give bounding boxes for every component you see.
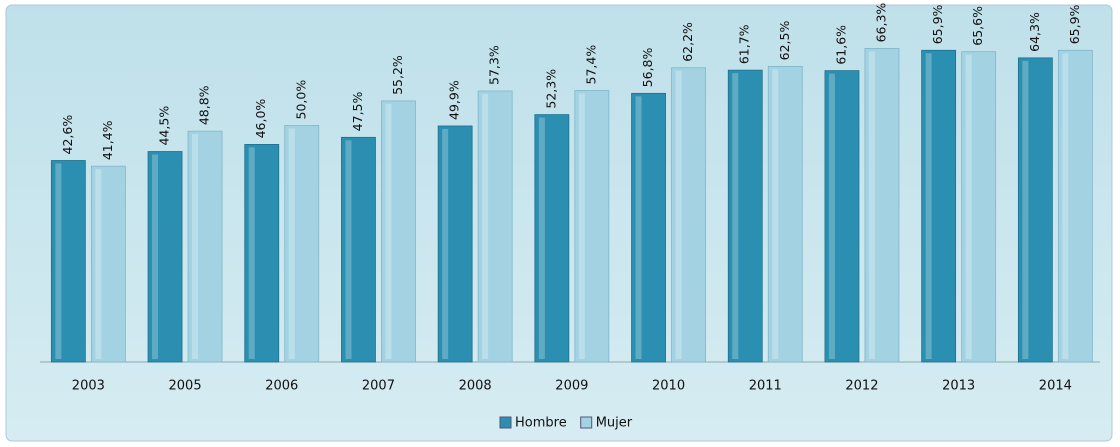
bar xyxy=(824,70,860,363)
bar-highlight xyxy=(578,93,585,360)
bar xyxy=(671,67,706,363)
bar-highlight xyxy=(635,96,642,359)
value-label: 42,6% xyxy=(60,115,75,155)
bar xyxy=(437,125,473,363)
x-tick-label: 2014 xyxy=(1039,379,1072,394)
value-label: 46,0% xyxy=(253,99,268,139)
x-tick-label: 2003 xyxy=(72,379,105,394)
x-tick-label: 2013 xyxy=(942,379,975,394)
x-tick-label: 2012 xyxy=(845,379,878,394)
bar xyxy=(631,92,666,363)
value-label: 61,7% xyxy=(737,24,752,64)
bar-highlight xyxy=(828,73,835,360)
bar-highlight xyxy=(772,69,779,359)
value-label: 52,3% xyxy=(543,69,558,109)
value-label: 56,8% xyxy=(640,48,655,88)
bar-highlight xyxy=(345,140,352,359)
legend-label: Hombre xyxy=(515,416,567,431)
value-label: 47,5% xyxy=(350,91,365,131)
x-tick-label: 2007 xyxy=(362,379,395,394)
value-label: 64,3% xyxy=(1027,12,1042,52)
value-label: 49,9% xyxy=(447,80,462,120)
value-label: 57,4% xyxy=(583,45,598,85)
bar-highlight xyxy=(288,128,295,359)
bar-highlight xyxy=(965,54,972,359)
bar xyxy=(574,90,610,363)
value-label: 62,2% xyxy=(680,22,695,62)
x-tick-label: 2005 xyxy=(169,379,202,394)
x-tick-label: 2009 xyxy=(555,379,588,394)
x-tick-label: 2008 xyxy=(459,379,492,394)
bar-highlight xyxy=(482,93,489,359)
bar xyxy=(1017,57,1053,363)
bar xyxy=(284,125,320,363)
value-label: 61,6% xyxy=(833,25,848,65)
bar-highlight xyxy=(248,147,255,359)
x-tick-label: 2011 xyxy=(749,379,782,394)
legend-label: Mujer xyxy=(596,416,633,431)
bar-highlight xyxy=(675,70,682,359)
bar-highlight xyxy=(385,103,392,360)
bar xyxy=(50,160,86,363)
bar xyxy=(244,144,280,363)
bar-highlight xyxy=(55,163,62,359)
bar-highlight xyxy=(538,117,545,359)
value-label: 65,9% xyxy=(930,4,945,44)
x-tick-label: 2006 xyxy=(265,379,298,394)
legend-swatch xyxy=(499,416,512,429)
legend-swatch xyxy=(580,416,593,429)
bar xyxy=(187,130,223,363)
x-tick-label: 2010 xyxy=(652,379,685,394)
bar-highlight xyxy=(868,51,875,359)
bar-highlight xyxy=(1062,53,1069,359)
bar-highlight xyxy=(1022,60,1029,360)
bar xyxy=(864,48,900,363)
bar-highlight xyxy=(442,128,449,359)
value-label: 44,5% xyxy=(157,106,172,146)
bar-highlight xyxy=(95,169,102,359)
value-label: 62,5% xyxy=(777,21,792,61)
bar xyxy=(90,165,126,363)
value-label: 41,4% xyxy=(100,120,115,160)
bar xyxy=(381,100,416,363)
bar xyxy=(921,49,957,363)
bar xyxy=(147,151,183,363)
bar-highlight xyxy=(152,154,159,359)
bar xyxy=(1057,49,1093,363)
value-label: 50,0% xyxy=(293,80,308,120)
bar-highlight xyxy=(732,73,739,359)
bar xyxy=(727,69,763,363)
value-label: 65,6% xyxy=(970,6,985,46)
bar xyxy=(341,136,376,363)
bar xyxy=(477,90,513,363)
value-label: 65,9% xyxy=(1067,4,1082,44)
bar-highlight xyxy=(192,134,199,359)
bar xyxy=(534,114,570,363)
bar-highlight xyxy=(925,53,932,359)
bar xyxy=(767,65,803,363)
bar xyxy=(961,51,997,363)
value-label: 66,3% xyxy=(873,3,888,43)
value-label: 55,2% xyxy=(390,55,405,95)
value-label: 57,3% xyxy=(487,45,502,85)
value-label: 48,8% xyxy=(197,85,212,125)
